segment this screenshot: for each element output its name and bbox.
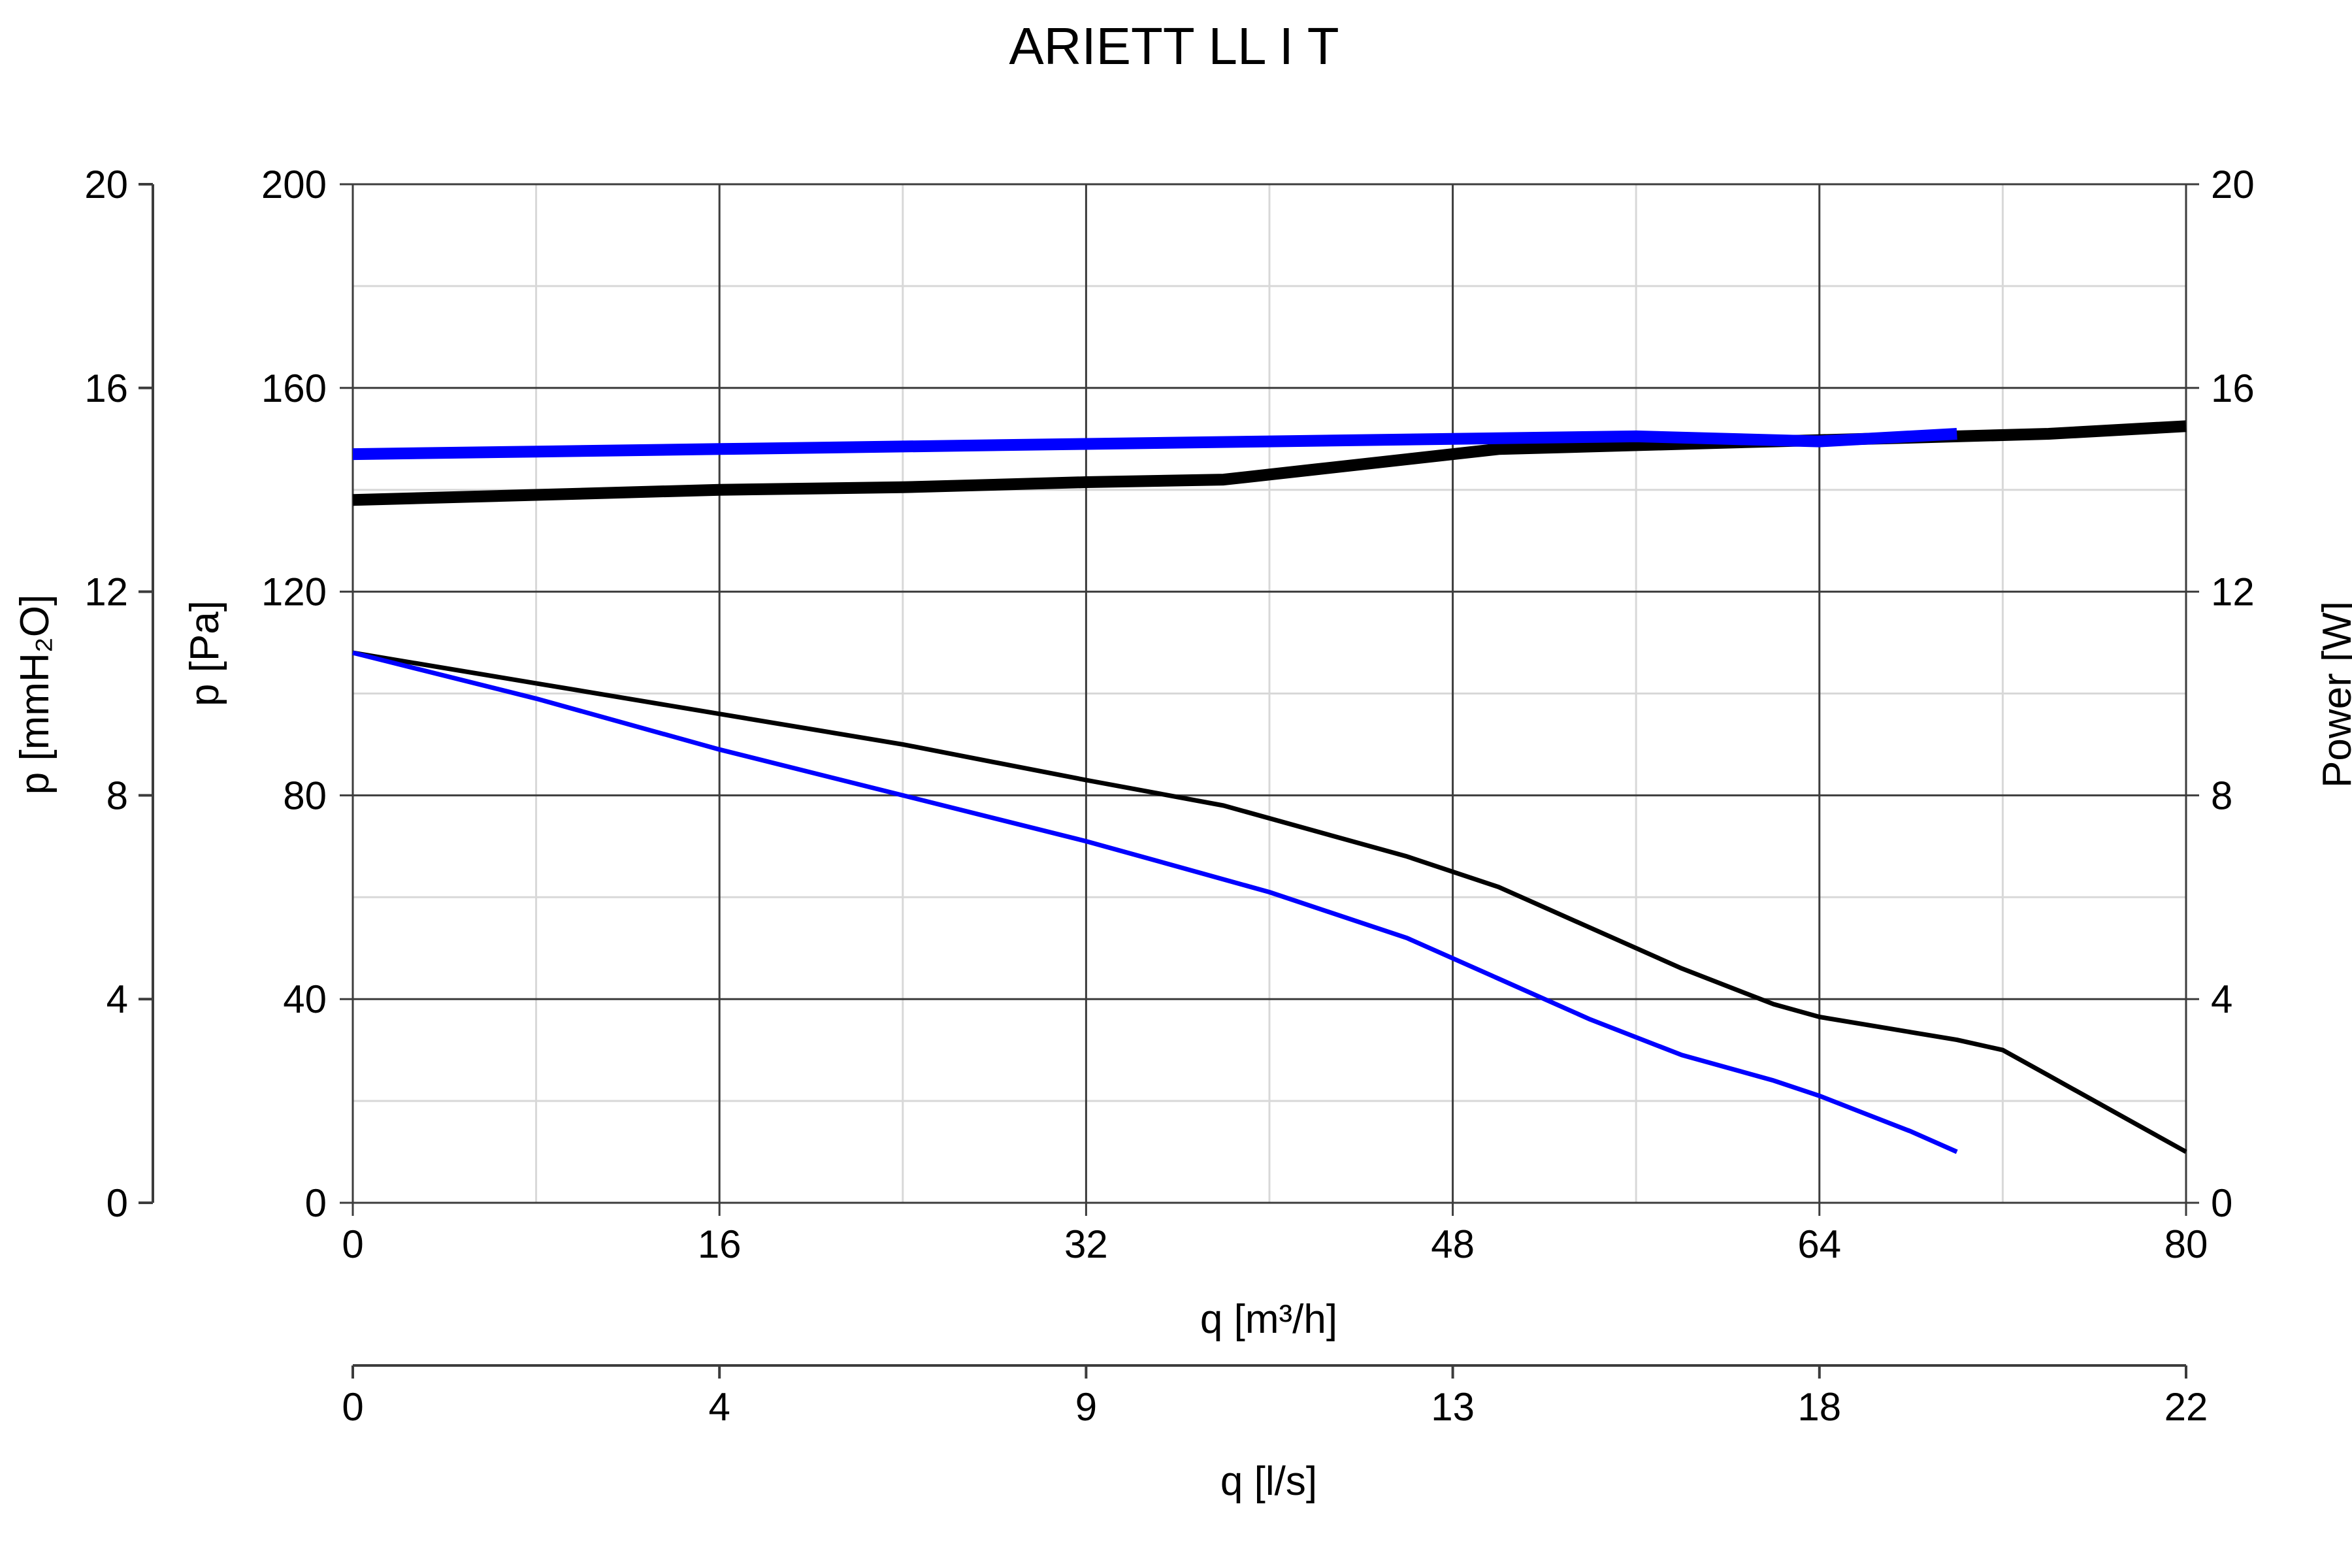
x2-tick-label: 0 [342,1385,363,1429]
y-right-tick-label: 16 [2211,367,2255,410]
x2-tick-label: 18 [1797,1385,1841,1429]
y-outer-tick-label: 4 [106,977,128,1021]
x-tick-label: 80 [2164,1222,2208,1266]
x-tick-label: 16 [698,1222,742,1266]
y-right-tick-label: 12 [2211,570,2255,614]
x2-tick-label: 4 [709,1385,730,1429]
y-outer-tick-label: 0 [106,1181,128,1225]
y-outer-tick-label: 16 [84,367,128,410]
y-right-tick-label: 0 [2211,1181,2232,1225]
major-gridlines [340,183,2199,1216]
x2-axis-label: q [l/s] [1220,1459,1317,1504]
x-axis-label: q [m³/h] [1200,1297,1337,1342]
y-tick-label: 160 [261,367,327,410]
y-right-tick-label: 8 [2211,774,2232,817]
x2-tick-label: 9 [1075,1385,1097,1429]
y-tick-label: 0 [305,1181,327,1225]
y-right-axis-label: Power [W] [2315,601,2352,788]
curves [352,420,2187,1154]
x-tick-label: 32 [1064,1222,1108,1266]
x-tick-label: 64 [1797,1222,1841,1266]
y-tick-label: 40 [283,977,327,1021]
x-tick-label: 0 [342,1222,363,1266]
y-right-tick-label: 4 [2211,977,2232,1021]
x-tick-label: 48 [1431,1222,1475,1266]
y-tick-label: 200 [261,163,327,206]
power-curve-blue [352,428,1957,461]
y-tick-label: 80 [283,774,327,817]
y-right-tick-label: 20 [2211,163,2255,206]
tick-labels: 0 16 32 48 64 800 4 9 13 18 2204080120160200048121… [84,163,2255,1429]
x2-tick-label: 22 [2164,1385,2208,1429]
y-axis-label: p [Pa] [182,600,227,706]
chart-title: ARIETT LL I T [1009,17,1339,75]
y-outer-tick-label: 8 [106,774,128,817]
y-outer-tick-label: 12 [84,570,128,614]
axes [139,183,2187,1379]
y-tick-label: 120 [261,570,327,614]
pressure-curve-black [352,650,2187,1154]
y-outer-axis-label: p [mmH₂O] [12,595,57,795]
pressure-curve-blue [352,650,1958,1154]
y-outer-tick-label: 20 [84,163,128,206]
x2-tick-label: 13 [1431,1385,1475,1429]
